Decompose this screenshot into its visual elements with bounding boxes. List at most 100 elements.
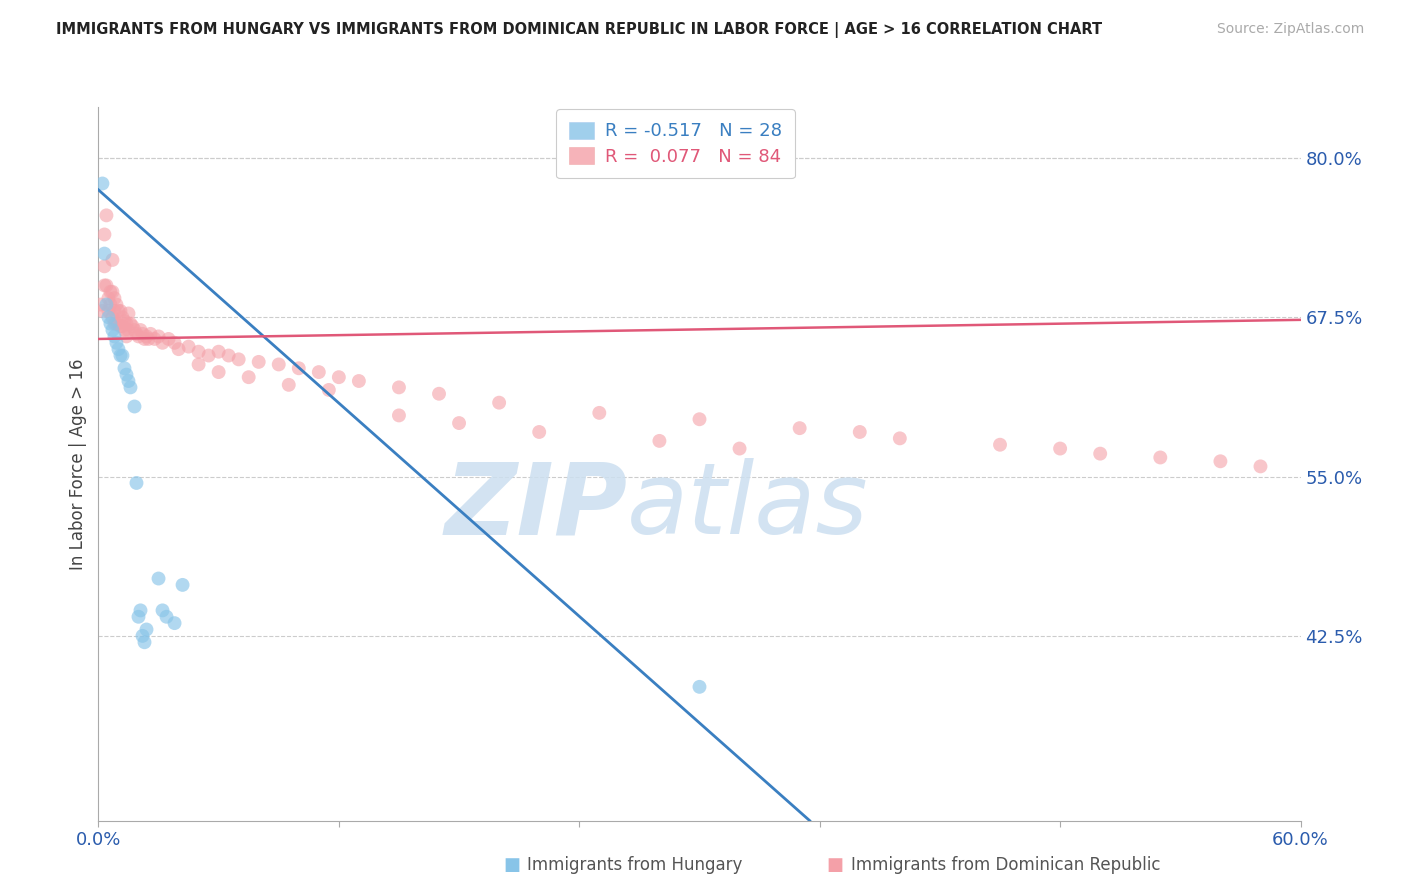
Point [101, 323, 124, 337]
Y-axis label: In Labor Force | Age > 16: In Labor Force | Age > 16 [69, 358, 87, 570]
Point [157, 332, 180, 346]
Point [128, 329, 150, 343]
Point [114, 314, 136, 328]
Point [107, 304, 129, 318]
Point [447, 416, 470, 430]
Text: Source: ZipAtlas.com: Source: ZipAtlas.com [1216, 22, 1364, 37]
Text: ZIP: ZIP [444, 458, 627, 555]
Point [152, 335, 174, 350]
Text: ■: ■ [503, 856, 520, 874]
Point [328, 370, 350, 384]
Point [135, 329, 157, 343]
Point [134, 635, 156, 649]
Point [388, 409, 411, 423]
Point [105, 297, 128, 311]
Point [96, 297, 118, 311]
Point [488, 395, 510, 409]
Point [101, 252, 124, 267]
Point [101, 310, 124, 325]
Point [267, 358, 290, 372]
Point [93, 227, 115, 242]
Point [100, 317, 122, 331]
Point [93, 260, 115, 274]
Point [139, 326, 162, 341]
Point [247, 355, 270, 369]
Point [124, 323, 146, 337]
Point [114, 361, 136, 376]
Text: IMMIGRANTS FROM HUNGARY VS IMMIGRANTS FROM DOMINICAN REPUBLIC IN LABOR FORCE | A: IMMIGRANTS FROM HUNGARY VS IMMIGRANTS FR… [56, 22, 1102, 38]
Point [427, 386, 450, 401]
Point [728, 442, 751, 456]
Point [96, 278, 118, 293]
Point [96, 208, 118, 222]
Point [152, 603, 174, 617]
Point [889, 431, 911, 445]
Point [163, 616, 186, 631]
Point [288, 361, 311, 376]
Point [105, 317, 128, 331]
Point [1088, 447, 1111, 461]
Point [103, 291, 125, 305]
Point [187, 358, 209, 372]
Point [388, 380, 411, 394]
Point [125, 475, 148, 490]
Point [93, 246, 115, 260]
Point [148, 329, 170, 343]
Point [105, 335, 128, 350]
Point [308, 365, 330, 379]
Point [135, 623, 157, 637]
Point [131, 629, 153, 643]
Point [988, 438, 1011, 452]
Point [93, 278, 115, 293]
Point [120, 380, 142, 394]
Point [111, 310, 134, 325]
Point [138, 332, 160, 346]
Point [114, 323, 136, 337]
Point [134, 332, 156, 346]
Point [103, 304, 125, 318]
Point [347, 374, 370, 388]
Point [97, 291, 120, 305]
Point [849, 425, 872, 439]
Point [107, 342, 129, 356]
Point [97, 310, 120, 325]
Point [1250, 459, 1272, 474]
Point [100, 297, 122, 311]
Point [120, 317, 142, 331]
Point [125, 326, 148, 341]
Point [128, 609, 150, 624]
Text: ■: ■ [827, 856, 844, 874]
Point [115, 368, 138, 382]
Point [89, 297, 111, 311]
Point [111, 349, 134, 363]
Point [117, 323, 139, 337]
Point [110, 319, 132, 334]
Point [155, 609, 177, 624]
Point [103, 329, 125, 343]
Point [163, 335, 186, 350]
Point [110, 304, 132, 318]
Point [117, 306, 139, 320]
Point [115, 329, 138, 343]
Point [115, 317, 138, 331]
Point [110, 349, 132, 363]
Point [103, 317, 125, 331]
Point [124, 400, 146, 414]
Point [129, 603, 152, 617]
Point [91, 304, 114, 318]
Point [177, 340, 200, 354]
Text: Immigrants from Hungary: Immigrants from Hungary [527, 856, 742, 874]
Point [107, 317, 129, 331]
Point [588, 406, 610, 420]
Point [91, 177, 114, 191]
Point [143, 332, 166, 346]
Point [208, 344, 231, 359]
Point [238, 370, 260, 384]
Point [129, 323, 152, 337]
Point [1149, 450, 1171, 465]
Point [208, 365, 231, 379]
Text: atlas: atlas [627, 458, 869, 555]
Point [228, 352, 250, 367]
Point [121, 319, 143, 334]
Point [101, 285, 124, 299]
